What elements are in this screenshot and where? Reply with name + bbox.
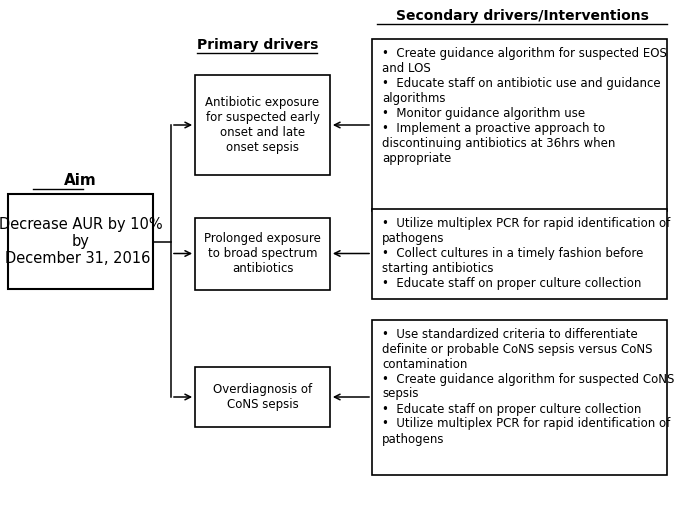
- Text: •  Utilize multiplex PCR for rapid identification of pathogens
•  Collect cultur: • Utilize multiplex PCR for rapid identi…: [382, 216, 670, 289]
- Text: Aim: Aim: [64, 173, 97, 188]
- Text: Secondary drivers/Interventions: Secondary drivers/Interventions: [395, 9, 649, 23]
- Bar: [8, 194, 153, 289]
- Text: Prolonged exposure
to broad spectrum
antibiotics: Prolonged exposure to broad spectrum ant…: [204, 232, 321, 275]
- Text: Primary drivers: Primary drivers: [197, 38, 319, 52]
- Text: •  Use standardized criteria to differentiate definite or probable CoNS sepsis v: • Use standardized criteria to different…: [382, 328, 674, 446]
- Bar: [372, 319, 667, 475]
- Text: Decrease AUR by 10%
by
December 31, 2016.: Decrease AUR by 10% by December 31, 2016…: [0, 216, 162, 266]
- Bar: [195, 75, 330, 175]
- Bar: [195, 218, 330, 289]
- Bar: [372, 39, 667, 211]
- Bar: [195, 367, 330, 427]
- Text: Overdiagnosis of
CoNS sepsis: Overdiagnosis of CoNS sepsis: [213, 383, 312, 411]
- Text: •  Create guidance algorithm for suspected EOS and LOS
•  Educate staff on antib: • Create guidance algorithm for suspecte…: [382, 47, 667, 165]
- Bar: [372, 208, 667, 299]
- Text: Antibiotic exposure
for suspected early
onset and late
onset sepsis: Antibiotic exposure for suspected early …: [206, 96, 320, 154]
